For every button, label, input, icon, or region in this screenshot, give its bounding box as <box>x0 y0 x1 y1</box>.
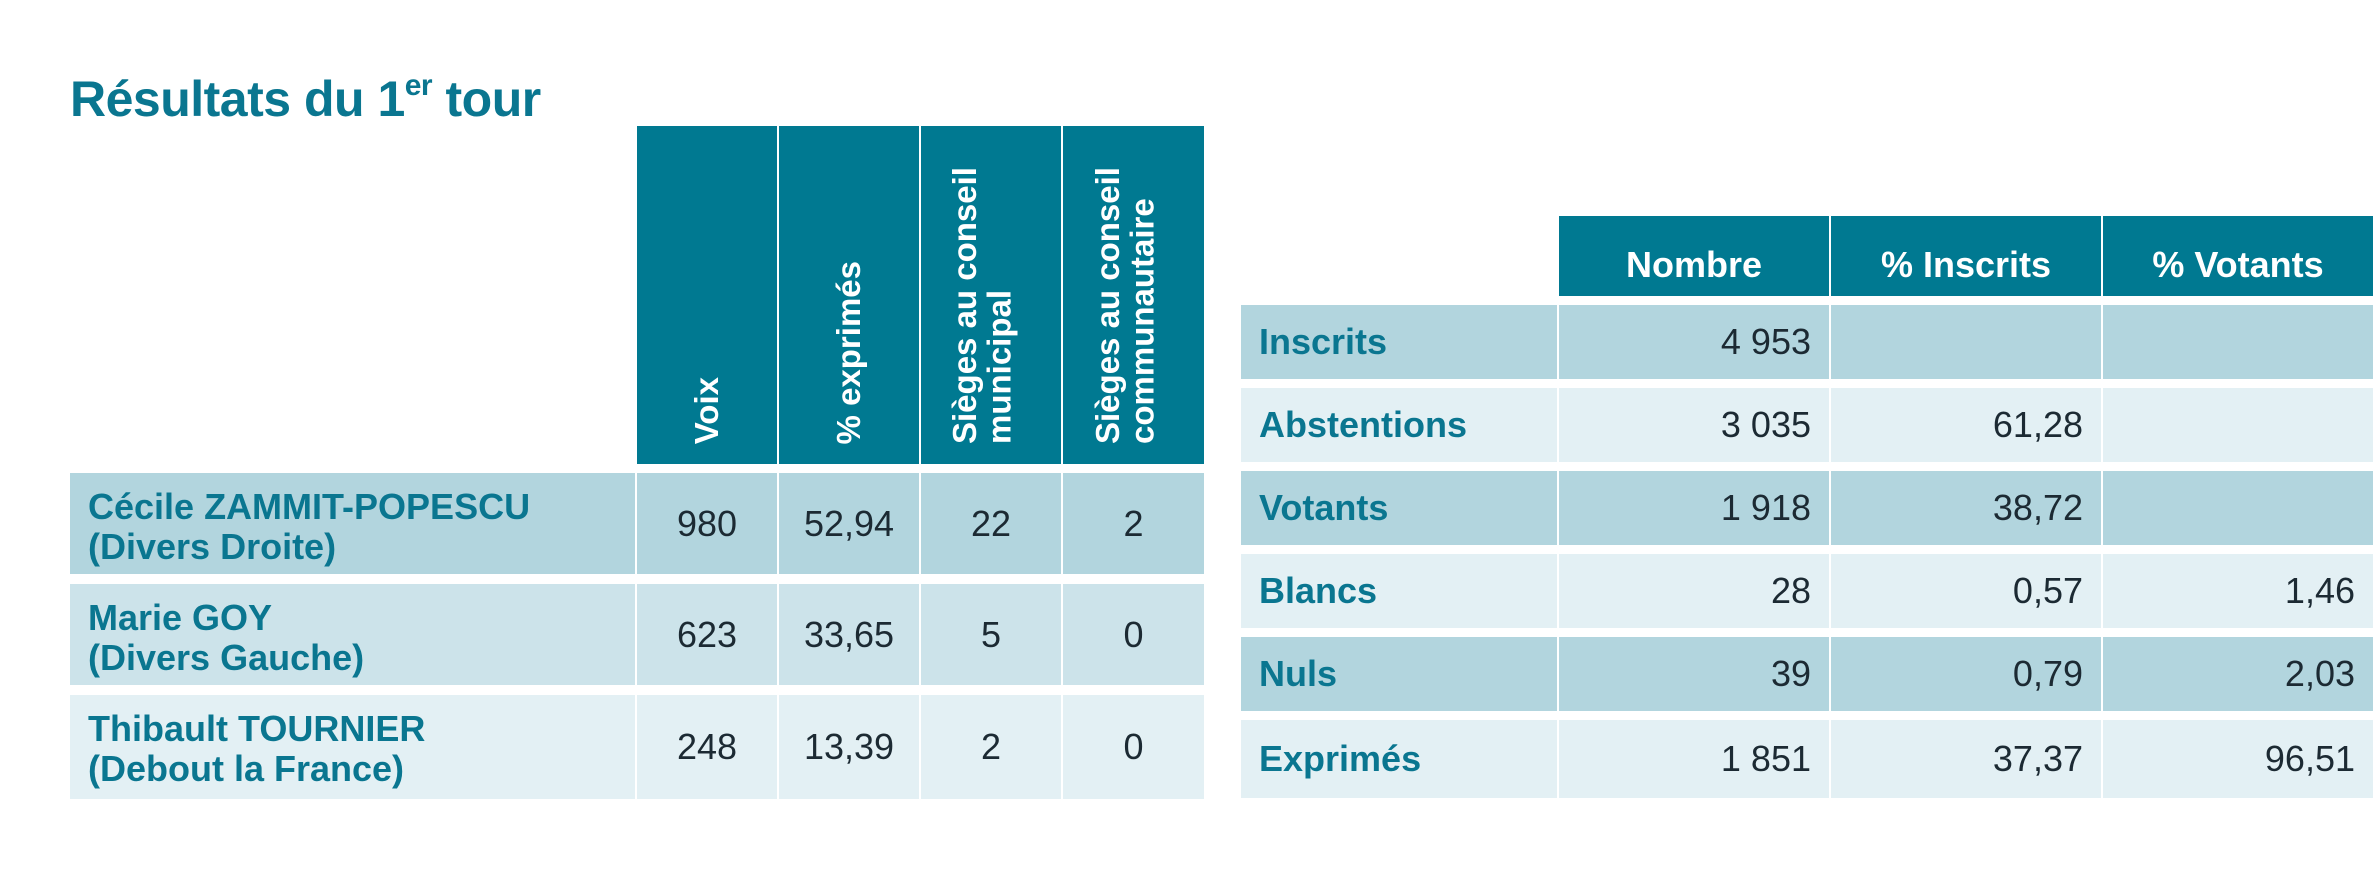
municipal-value: 5 <box>921 584 1061 685</box>
candidate-cell: Cécile ZAMMIT-POPESCU (Divers Droite) <box>70 473 635 574</box>
header-pct-exprimes: % exprimés <box>779 126 919 464</box>
stat-pct-votants: 1,46 <box>2103 554 2373 628</box>
stat-nombre: 4 953 <box>1559 305 1829 379</box>
stat-label: Nuls <box>1241 637 1557 711</box>
candidate-name: Marie GOY <box>88 597 273 638</box>
stat-label: Exprimés <box>1241 720 1557 798</box>
stat-label: Abstentions <box>1241 388 1557 462</box>
header-nombre: Nombre <box>1559 216 1829 296</box>
page-title: Résultats du 1er tour <box>70 69 541 128</box>
stat-pct-inscrits: 37,37 <box>1831 720 2101 798</box>
header-pct-votants: % Votants <box>2103 216 2373 296</box>
candidate-cell: Marie GOY (Divers Gauche) <box>70 584 635 685</box>
stat-pct-votants <box>2103 305 2373 379</box>
candidate-party: (Debout la France) <box>88 748 405 789</box>
stat-nombre: 1 918 <box>1559 471 1829 545</box>
stat-nombre: 1 851 <box>1559 720 1829 798</box>
municipal-value: 2 <box>921 695 1061 799</box>
pct-value: 13,39 <box>779 695 919 799</box>
stat-label: Blancs <box>1241 554 1557 628</box>
stat-label: Votants <box>1241 471 1557 545</box>
header-sieges-municipal: Sièges au conseil municipal <box>921 126 1061 464</box>
header-sieges-communautaire: Sièges au conseil communautaire <box>1063 126 1204 464</box>
header-pct-inscrits: % Inscrits <box>1831 216 2101 296</box>
voix-value: 623 <box>637 584 777 685</box>
candidate-party: (Divers Droite) <box>88 526 337 567</box>
stat-label: Inscrits <box>1241 305 1557 379</box>
stat-nombre: 39 <box>1559 637 1829 711</box>
stat-pct-inscrits: 38,72 <box>1831 471 2101 545</box>
stat-pct-votants <box>2103 388 2373 462</box>
stat-nombre: 3 035 <box>1559 388 1829 462</box>
communautaire-value: 0 <box>1063 695 1204 799</box>
stat-pct-inscrits: 61,28 <box>1831 388 2101 462</box>
stat-nombre: 28 <box>1559 554 1829 628</box>
header-voix: Voix <box>637 126 777 464</box>
communautaire-value: 0 <box>1063 584 1204 685</box>
voix-value: 980 <box>637 473 777 574</box>
voix-value: 248 <box>637 695 777 799</box>
stat-pct-votants <box>2103 471 2373 545</box>
pct-value: 33,65 <box>779 584 919 685</box>
candidate-name: Thibault TOURNIER <box>88 708 426 749</box>
stat-pct-votants: 96,51 <box>2103 720 2373 798</box>
stat-pct-inscrits: 0,79 <box>1831 637 2101 711</box>
municipal-value: 22 <box>921 473 1061 574</box>
communautaire-value: 2 <box>1063 473 1204 574</box>
candidate-party: (Divers Gauche) <box>88 637 365 678</box>
stat-pct-votants: 2,03 <box>2103 637 2373 711</box>
stat-pct-inscrits <box>1831 305 2101 379</box>
candidate-cell: Thibault TOURNIER (Debout la France) <box>70 695 635 799</box>
pct-value: 52,94 <box>779 473 919 574</box>
candidate-name: Cécile ZAMMIT-POPESCU <box>88 486 531 527</box>
stat-pct-inscrits: 0,57 <box>1831 554 2101 628</box>
